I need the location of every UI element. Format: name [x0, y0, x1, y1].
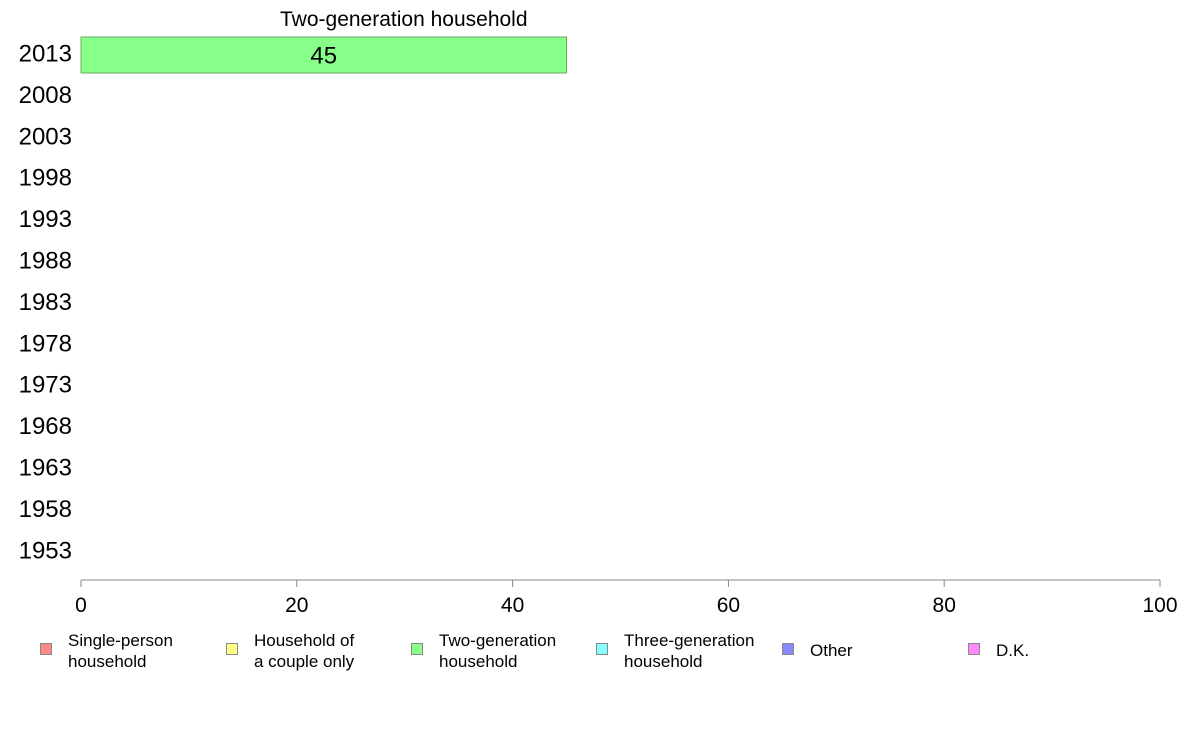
x-tick-label: 100	[1142, 594, 1177, 617]
data-label: 45	[310, 43, 337, 70]
legend-item-single-person: Single-person household	[40, 630, 173, 672]
bar	[80, 36, 568, 74]
legend-item-dk: D.K.	[968, 630, 1029, 661]
legend-swatch	[40, 643, 52, 655]
y-tick-label: 1993	[19, 206, 72, 233]
legend-swatch	[226, 643, 238, 655]
y-tick-label: 1998	[19, 165, 72, 192]
legend-label: D.K.	[996, 641, 1030, 660]
y-tick-label: 1958	[19, 496, 72, 523]
legend-swatch	[782, 643, 794, 655]
legend-label: Three-generation household	[624, 631, 755, 671]
legend-item-couple-only: Household of a couple only	[226, 630, 354, 672]
x-tick-label: 20	[285, 594, 308, 617]
y-tick-label: 1983	[19, 289, 72, 316]
y-tick-label: 1988	[19, 248, 72, 275]
bar-chart: Two-generation household 2013 45 2008 2003 19…	[19, 8, 1178, 617]
y-tick-label: 1963	[19, 455, 72, 482]
y-tick-label: 2003	[19, 123, 72, 150]
legend-swatch	[411, 643, 423, 655]
x-tick-label: 60	[717, 594, 740, 617]
legend: Single-person household Household of a c…	[0, 630, 1188, 680]
y-tick-label: 2008	[19, 82, 72, 109]
chart-title: Two-generation household	[280, 8, 528, 31]
y-tick-label: 2013	[19, 41, 72, 68]
legend-label: Household of a couple only	[254, 631, 355, 671]
y-tick-label: 1978	[19, 330, 72, 357]
legend-item-two-generation: Two-generation household	[411, 630, 556, 672]
legend-item-other: Other	[782, 630, 853, 661]
y-tick-label: 1968	[19, 413, 72, 440]
y-tick-label: 1953	[19, 537, 72, 564]
legend-item-three-generation: Three-generation household	[596, 630, 754, 672]
x-tick-label: 0	[75, 594, 87, 617]
y-tick-label: 1973	[19, 372, 72, 399]
legend-swatch	[968, 643, 980, 655]
legend-label: Single-person household	[68, 631, 173, 671]
legend-label: Two-generation household	[439, 631, 557, 671]
legend-label: Other	[810, 641, 853, 660]
legend-swatch	[596, 643, 608, 655]
x-tick-label: 40	[501, 594, 524, 617]
x-tick-label: 80	[933, 594, 956, 617]
